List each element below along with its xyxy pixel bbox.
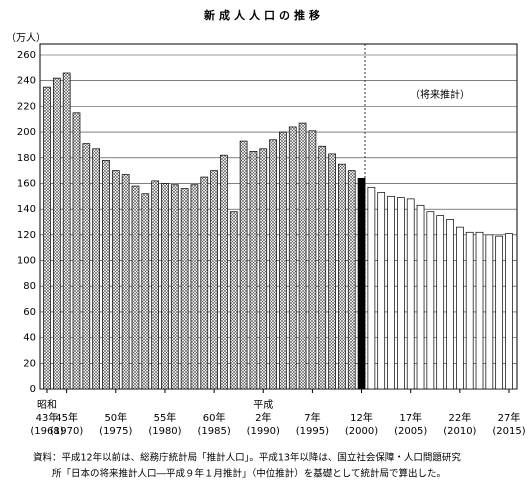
bar [170, 184, 179, 390]
y-tick-label: 160 [17, 178, 36, 189]
y-tick-label: 120 [17, 230, 36, 241]
bar [229, 211, 238, 390]
bar [397, 197, 405, 390]
bar [505, 233, 513, 390]
annotation: （将来推計） [410, 88, 470, 101]
x-tick-label: 27年(2015) [492, 411, 525, 437]
y-unit-label: （万人） [6, 32, 46, 44]
bar [52, 77, 61, 390]
bar [102, 159, 110, 390]
bar [495, 235, 504, 390]
bar [387, 195, 395, 390]
bar [141, 193, 150, 390]
x-tick-label: 7年(1995) [296, 411, 329, 437]
y-tick-label: 40 [23, 333, 36, 344]
y-tick-label: 200 [17, 127, 36, 138]
bar [269, 139, 277, 390]
bar [200, 176, 209, 390]
bar [475, 231, 484, 390]
bar [92, 148, 100, 390]
x-tick-label: 17年(2005) [394, 411, 427, 437]
bar [210, 170, 218, 390]
bar [485, 234, 494, 390]
x-tick-label: 22年(2010) [443, 411, 476, 437]
bar [416, 204, 425, 390]
bar [298, 122, 307, 390]
y-tick-label: 80 [23, 281, 36, 292]
bar [436, 215, 445, 390]
y-tick-label: 0 [30, 384, 36, 395]
x-tick-label: 60年(1985) [197, 411, 230, 437]
bar [249, 150, 258, 390]
bar [131, 185, 140, 390]
x-tick-label: 45年(1970) [50, 411, 83, 437]
x-tick-label: 55年(1980) [148, 411, 181, 437]
bar [82, 143, 91, 390]
bar [111, 170, 120, 390]
chart-title: 新成人人口の推移 [204, 8, 324, 22]
x-tick-label: 平成 2年(1990) [247, 399, 280, 437]
x-tick-label: 50年(1975) [99, 411, 132, 437]
bar [426, 211, 435, 390]
bar [190, 184, 199, 390]
x-tick-label: 昭和 43年(1968) [30, 399, 63, 437]
y-tick-label: 240 [17, 76, 36, 87]
bar [239, 140, 248, 390]
y-tick-label: 20 [23, 358, 36, 369]
bar [357, 177, 366, 390]
bar [338, 163, 346, 390]
bar [308, 130, 317, 390]
bar [151, 180, 159, 390]
bar [377, 192, 386, 390]
bar [406, 198, 415, 390]
y-tick-label: 260 [17, 50, 36, 61]
bar [328, 153, 336, 390]
y-tick-label: 180 [17, 153, 36, 164]
note-line: 所「日本の将来推計人口―平成９年１月推計」（中位推計）を基礎として統計局で算出し… [52, 468, 446, 480]
bar [121, 174, 130, 390]
bar [288, 126, 297, 390]
bar [318, 145, 327, 390]
y-tick-label: 140 [17, 204, 36, 215]
bar [62, 72, 71, 390]
y-tick-label: 60 [23, 307, 36, 318]
bar [456, 226, 464, 390]
bar [259, 148, 268, 390]
x-tick-label: 12年(2000) [345, 411, 378, 437]
bar [367, 186, 376, 390]
bar [465, 231, 474, 390]
y-tick-label: 220 [17, 101, 36, 112]
bar [161, 183, 169, 390]
bar [279, 131, 287, 390]
bar [446, 219, 454, 390]
y-tick-label: 100 [17, 256, 36, 267]
bar [43, 86, 51, 390]
bar [347, 170, 356, 390]
bar [180, 188, 189, 390]
note-line: 資料：平成12年以前は、総務庁統計局「推計人口」。平成13年以降は、国立社会保障… [33, 452, 461, 464]
bar [72, 112, 81, 390]
bar [220, 154, 228, 390]
